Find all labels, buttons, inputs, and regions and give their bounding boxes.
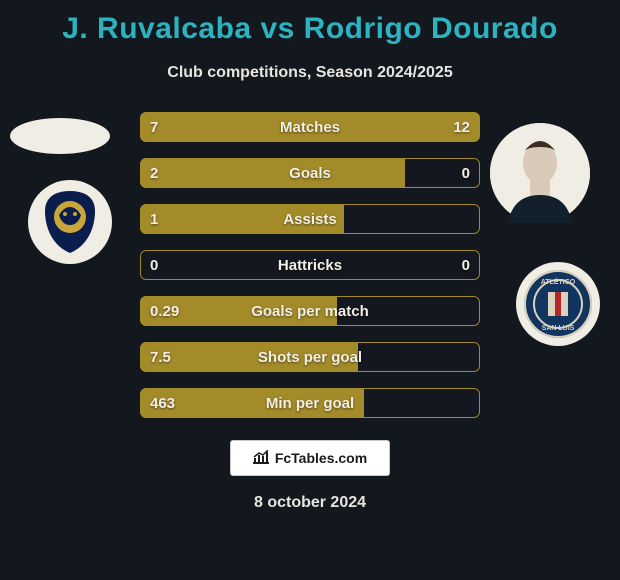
stat-label: Goals per match — [140, 296, 480, 326]
stat-value-right: 0 — [462, 250, 470, 280]
stat-label: Matches — [140, 112, 480, 142]
stat-row: Matches7 12 — [140, 112, 480, 142]
player-right-avatar — [490, 123, 590, 223]
stat-label: Goals — [140, 158, 480, 188]
stat-value-left: 7.5 — [150, 342, 171, 372]
stat-value-left: 2 — [150, 158, 158, 188]
stat-value-right: 12 — [453, 112, 470, 142]
stat-row: Shots per goal7.5 — [140, 342, 480, 372]
stat-row: Goals per match0.29 — [140, 296, 480, 326]
club-badge-left — [28, 180, 112, 264]
pumas-icon — [35, 187, 105, 257]
stat-row: Min per goal463 — [140, 388, 480, 418]
stat-value-left: 463 — [150, 388, 175, 418]
stat-value-left: 7 — [150, 112, 158, 142]
sanluis-icon: ATLÉTICO SAN LUIS — [522, 268, 594, 340]
stat-row: Hattricks0 0 — [140, 250, 480, 280]
stat-label: Assists — [140, 204, 480, 234]
comparison-card: J. Ruvalcaba vs Rodrigo Dourado Club com… — [0, 0, 620, 580]
stat-value-left: 0.29 — [150, 296, 179, 326]
stat-label: Shots per goal — [140, 342, 480, 372]
club-badge-right: ATLÉTICO SAN LUIS — [516, 262, 600, 346]
stat-value-right: 0 — [462, 158, 470, 188]
page-title: J. Ruvalcaba vs Rodrigo Dourado — [0, 12, 620, 46]
footer-text: FcTables.com — [275, 450, 367, 466]
stat-label: Hattricks — [140, 250, 480, 280]
svg-text:ATLÉTICO: ATLÉTICO — [541, 277, 576, 286]
stat-label: Min per goal — [140, 388, 480, 418]
stat-bars: Matches712Goals20Assists1Hattricks00Goal… — [140, 112, 480, 434]
footer-logo: FcTables.com — [230, 440, 390, 476]
date-label: 8 october 2024 — [0, 494, 620, 512]
stat-value-left: 1 — [150, 204, 158, 234]
chart-icon — [253, 450, 269, 467]
svg-text:SAN LUIS: SAN LUIS — [542, 325, 575, 332]
subtitle: Club competitions, Season 2024/2025 — [0, 64, 620, 82]
stats-area: ATLÉTICO SAN LUIS Matches7 12 Goals2 0 Assis… — [0, 112, 620, 432]
stat-row: Assists1 — [140, 204, 480, 234]
stat-value-left: 0 — [150, 250, 158, 280]
player-left-avatar — [10, 118, 110, 154]
stat-row: Goals2 0 — [140, 158, 480, 188]
person-silhouette-icon — [490, 123, 590, 223]
